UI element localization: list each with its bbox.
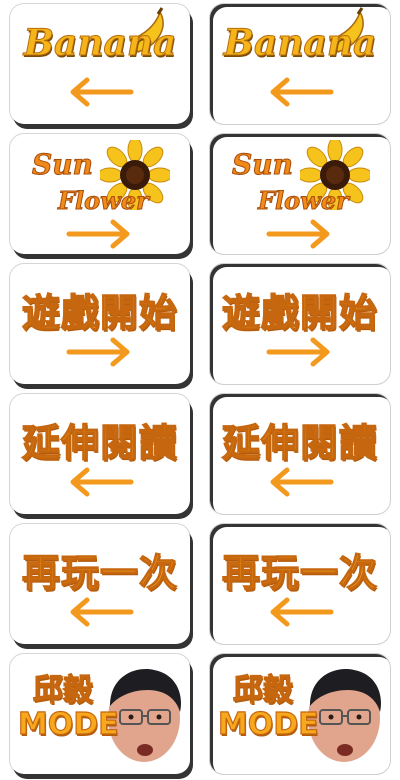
sunflower-label-line2: Flower [258,186,350,216]
right-arrow-icon [66,337,130,367]
right-arrow-icon [266,219,330,249]
mode-button[interactable]: 邱毅 MODE [10,654,190,774]
sunflower-label-line1: Sun [232,148,294,182]
sunflower-button[interactable]: Sun Flower [10,134,190,254]
play-again-label: 再玩一次 [221,550,378,595]
banana-button[interactable]: Banana [10,4,190,124]
mode-label: 邱毅 MODE [17,673,119,742]
sunflower-label-line1: Sun [32,148,94,182]
portrait-face-icon [108,669,181,762]
banana-label: Banana [23,22,177,65]
further-reading-button[interactable]: 延伸閱讀 [10,394,190,514]
left-arrow-icon [70,467,134,497]
banana-icon [328,7,364,53]
banana-label: Banana [223,22,377,65]
portrait-face-icon [308,669,381,762]
further-reading-label: 延伸閱讀 [21,420,178,465]
further-reading-button-pressed[interactable]: 延伸閱讀 [210,394,390,514]
mode-label-line2: MODE [17,707,119,742]
left-arrow-icon [270,467,334,497]
mode-label: 邱毅 MODE [217,673,319,742]
play-again-button-pressed[interactable]: 再玩一次 [210,524,390,644]
start-game-button-pressed[interactable]: 遊戲開始 [210,264,390,384]
banana-icon [128,7,164,53]
right-arrow-icon [66,219,130,249]
sunflower-label-line2: Flower [58,186,150,216]
right-arrow-icon [266,337,330,367]
left-arrow-icon [70,597,134,627]
left-arrow-icon [70,77,134,107]
further-reading-label: 延伸閱讀 [221,420,378,465]
sunflower-button-pressed[interactable]: Sun Flower [210,134,390,254]
play-again-label: 再玩一次 [21,550,178,595]
mode-label-line1: 邱毅 [232,673,293,708]
mode-button-pressed[interactable]: 邱毅 MODE [210,654,390,774]
mode-label-line1: 邱毅 [32,673,93,708]
sunflower-icon [300,140,370,210]
banana-button-pressed[interactable]: Banana [210,4,390,124]
start-game-label: 遊戲開始 [221,290,378,335]
mode-label-line2: MODE [217,707,319,742]
start-game-label: 遊戲開始 [21,290,178,335]
sunflower-icon [100,140,170,210]
left-arrow-icon [270,597,334,627]
play-again-button[interactable]: 再玩一次 [10,524,190,644]
start-game-button[interactable]: 遊戲開始 [10,264,190,384]
left-arrow-icon [270,77,334,107]
